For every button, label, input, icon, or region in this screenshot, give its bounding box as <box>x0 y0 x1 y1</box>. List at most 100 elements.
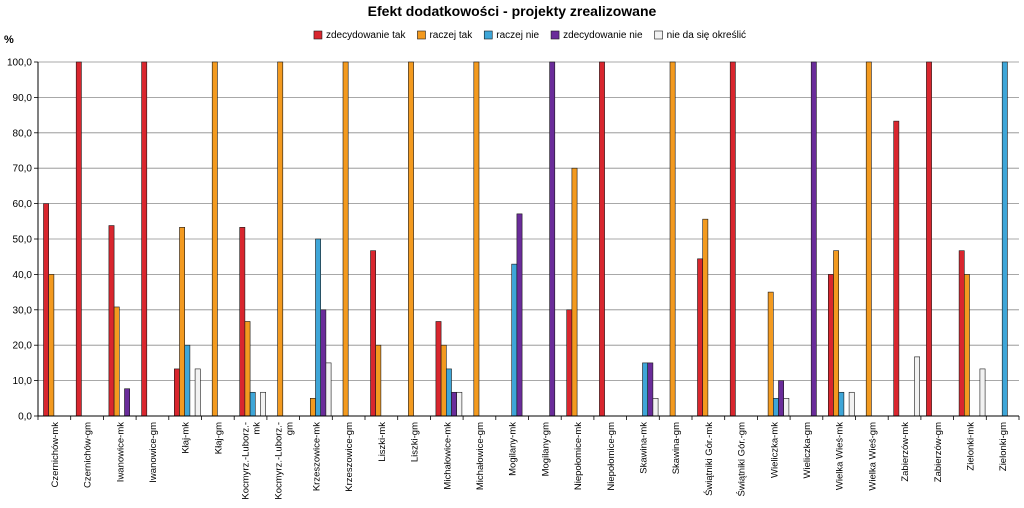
x-tick-label: Kłaj-mk <box>181 422 192 454</box>
legend-swatch <box>417 30 426 40</box>
bar <box>642 362 648 417</box>
bar <box>174 368 180 417</box>
axes <box>37 62 1020 420</box>
bar <box>320 309 327 417</box>
legend-item: nie da się określić <box>654 30 746 41</box>
x-tick-label: Czernichów-mk <box>50 422 61 488</box>
bar <box>778 380 784 417</box>
y-tick-label: 40,0 <box>13 270 33 281</box>
y-tick-label: 50,0 <box>13 235 33 246</box>
x-tick-label: Skawina-gm <box>671 422 682 474</box>
legend-swatch <box>483 30 493 40</box>
gridlines <box>38 61 1019 417</box>
y-tick-label: 20,0 <box>13 341 33 352</box>
bars <box>43 61 1008 417</box>
legend-label: raczej nie <box>496 30 539 41</box>
bar <box>124 388 130 417</box>
legend-item: zdecydowanie tak <box>313 30 406 41</box>
bar <box>440 344 447 417</box>
x-tick-label: Kocmyrz.-Luborz.-gm <box>273 422 295 500</box>
bar <box>342 61 349 417</box>
bar <box>926 61 932 417</box>
legend-swatch <box>550 30 560 40</box>
y-axis-label: % <box>4 34 14 46</box>
legend-item: zdecydowanie nie <box>550 30 643 41</box>
bar <box>810 61 817 417</box>
x-tick-label: Zielonki-mk <box>965 422 976 471</box>
bar <box>194 368 201 417</box>
y-tick-label: 70,0 <box>13 164 33 175</box>
bar <box>783 397 790 417</box>
x-tick-label: Niepołomice-gm <box>606 422 617 491</box>
bar <box>408 61 414 417</box>
bar <box>473 61 480 417</box>
bar <box>309 397 316 417</box>
x-tick-label: Michałowice-mk <box>442 422 453 490</box>
bar <box>239 227 246 417</box>
legend-swatch <box>313 30 323 40</box>
bar <box>325 362 332 417</box>
bar <box>848 391 855 417</box>
bar <box>511 263 518 417</box>
x-tick-label: Krzeszowice-gm <box>344 422 355 492</box>
x-tick-label: Zabierzów-gm <box>933 422 944 482</box>
x-tick-label: Michałowice-gm <box>475 422 486 490</box>
bar <box>244 321 251 417</box>
bar <box>566 309 573 417</box>
x-tick-label: Skawina-mk <box>638 422 649 474</box>
x-tick-label: Świątniki Gór.-gm <box>736 422 748 497</box>
legend-label: zdecydowanie tak <box>326 30 406 41</box>
x-tick-label: Iwanowice-mk <box>115 422 126 482</box>
bar <box>963 274 970 417</box>
legend: zdecydowanie tak raczej tak raczej nie zdec… <box>313 30 746 41</box>
bar <box>865 61 872 417</box>
bar <box>435 321 442 417</box>
bar <box>260 391 266 417</box>
y-tick-label: 60,0 <box>13 199 33 210</box>
bar <box>833 250 839 417</box>
bar <box>729 61 736 417</box>
bar <box>375 344 382 417</box>
y-tick-label: 100,0 <box>7 58 32 69</box>
bar <box>549 61 556 417</box>
bar <box>669 61 676 417</box>
bar <box>113 306 120 417</box>
legend-label: nie da się określić <box>667 30 746 41</box>
y-tick-label: 0,0 <box>18 412 32 423</box>
x-tick-label: Niepołomice-mk <box>573 422 584 490</box>
bar <box>697 258 703 417</box>
bar <box>445 368 452 417</box>
bar <box>179 227 185 417</box>
bar <box>370 250 376 417</box>
x-tick-label: Wielka Wieś-gm <box>867 422 878 491</box>
x-tick-label: Wielka Wieś-mk <box>835 422 846 490</box>
x-tick-label: Świątniki Gór.-mk <box>703 422 715 496</box>
legend-item: raczej nie <box>483 30 539 41</box>
x-tick-label: Wieliczka-mk <box>769 422 780 478</box>
bar <box>702 218 709 417</box>
x-tick-label: Iwanowice-gm <box>148 422 159 483</box>
bar <box>914 356 920 417</box>
bar <box>979 368 986 417</box>
bar <box>1001 61 1008 417</box>
bar <box>456 391 463 417</box>
x-tick-label: Krzeszowice-mk <box>311 422 322 491</box>
bar <box>277 61 284 417</box>
x-tick-label: Liszki-gm <box>410 422 421 462</box>
y-tick-label: 30,0 <box>13 305 33 316</box>
bar <box>451 391 457 417</box>
y-tick-label: 80,0 <box>13 128 33 139</box>
x-tick-label: Liszki-mk <box>377 422 388 462</box>
legend-label: raczej tak <box>429 30 473 41</box>
x-tick-labels: Czernichów-mk Czernichów-gm Iwanowice-mk Iw… <box>50 422 1009 500</box>
bar <box>141 61 148 417</box>
bar <box>838 391 845 417</box>
bar <box>75 61 82 417</box>
x-tick-label: Mogilany-gm <box>540 422 551 476</box>
bar <box>647 362 654 417</box>
bar <box>43 203 49 417</box>
bar <box>211 61 218 417</box>
bar <box>516 213 523 417</box>
bar <box>958 250 965 417</box>
